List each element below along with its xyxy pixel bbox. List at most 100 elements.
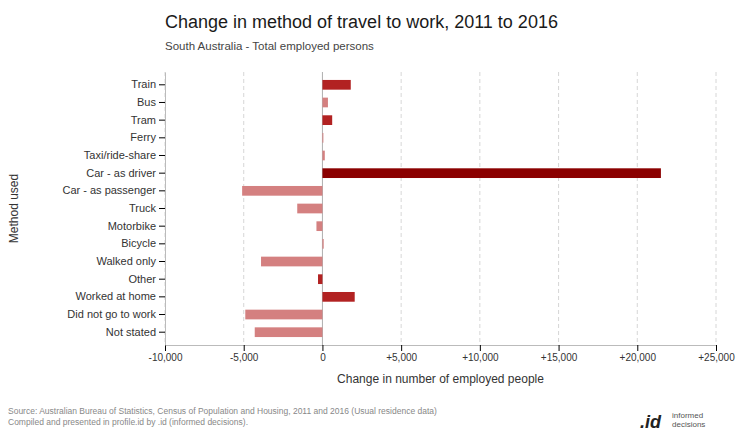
- y-tick: Motorbike: [108, 220, 165, 232]
- y-tick: Not stated: [106, 326, 165, 338]
- y-tick-mark: [159, 190, 165, 191]
- y-tick: Truck: [129, 202, 165, 214]
- x-tick: +15,000: [541, 345, 578, 363]
- bar: [322, 151, 324, 161]
- bar: [261, 257, 322, 267]
- y-axis-title: Method used: [7, 174, 21, 243]
- x-tick-label: -10,000: [149, 352, 183, 363]
- grid-line: [243, 72, 244, 345]
- bar: [322, 292, 354, 302]
- y-tick-mark: [159, 102, 165, 103]
- y-tick-label: Motorbike: [108, 220, 156, 232]
- bar: [322, 133, 324, 143]
- y-tick-mark: [159, 84, 165, 85]
- x-tick-label: +15,000: [541, 352, 578, 363]
- y-tick-label: Tram: [131, 114, 156, 126]
- x-tick: +25,000: [698, 345, 735, 363]
- y-tick-label: Train: [131, 78, 156, 90]
- bar: [242, 186, 322, 196]
- x-tick-mark: [559, 345, 560, 351]
- x-axis-line: [166, 346, 717, 352]
- y-tick-label: Did not go to work: [67, 308, 156, 320]
- bar: [322, 98, 328, 108]
- y-tick-label: Car - as driver: [86, 167, 156, 179]
- y-tick-mark: [159, 261, 165, 262]
- y-tick: Car - as driver: [86, 167, 165, 179]
- x-tick: +20,000: [620, 345, 657, 363]
- grid-line: [479, 72, 480, 345]
- y-tick-mark: [159, 155, 165, 156]
- grid: [165, 72, 716, 345]
- bar: [318, 274, 322, 284]
- x-tick: 0: [320, 345, 326, 363]
- y-tick: Other: [128, 273, 165, 285]
- y-tick-label: Ferry: [130, 131, 156, 143]
- y-tick-label: Truck: [129, 202, 157, 214]
- y-tick: Worked at home: [75, 290, 165, 302]
- x-tick-mark: [165, 345, 166, 351]
- y-tick: Bicycle: [121, 237, 165, 249]
- y-tick: Did not go to work: [67, 308, 165, 320]
- y-tick-label: Bus: [137, 96, 156, 108]
- bar: [322, 239, 323, 249]
- y-tick: Ferry: [130, 131, 165, 143]
- subtitle: South Australia - Total employed persons: [165, 40, 374, 52]
- x-tick: -10,000: [149, 345, 183, 363]
- y-tick-mark: [159, 296, 165, 297]
- x-tick-mark: [716, 345, 717, 351]
- y-tick-mark: [159, 226, 165, 227]
- y-axis-line: [165, 73, 166, 346]
- y-tick-mark: [159, 120, 165, 121]
- y-tick: Taxi/ride-share: [84, 149, 165, 161]
- x-tick-mark: [244, 345, 245, 351]
- y-tick-label: Walked only: [96, 255, 156, 267]
- x-tick-label: +5,000: [386, 352, 417, 363]
- y-tick-label: Worked at home: [75, 290, 156, 302]
- grid-line: [716, 72, 717, 345]
- bar: [245, 310, 322, 320]
- x-axis: -10,000 -5,000 0 +5,000 +10,000 +15,000 +20,00…: [149, 345, 736, 363]
- grid-line: [401, 72, 402, 345]
- y-tick-label: Other: [128, 273, 156, 285]
- grid-line: [637, 72, 638, 345]
- x-axis-title: Change in number of employed people: [337, 372, 544, 386]
- y-tick-label: Car - as passenger: [62, 184, 156, 196]
- x-tick: -5,000: [230, 345, 259, 363]
- y-tick-mark: [159, 208, 165, 209]
- x-tick-mark: [401, 345, 402, 351]
- y-tick-mark: [159, 137, 165, 138]
- x-tick-label: 0: [320, 352, 326, 363]
- y-tick-mark: [159, 173, 165, 174]
- bar: [322, 80, 350, 90]
- y-tick-mark: [159, 279, 165, 280]
- title: Change in method of travel to work, 2011…: [165, 12, 558, 32]
- y-tick-label: Taxi/ride-share: [84, 149, 156, 161]
- plot: -10,000 -5,000 0 +5,000 +10,000 +15,000 +20,00…: [62, 72, 735, 363]
- x-tick: +5,000: [386, 345, 417, 363]
- x-tick-label: +10,000: [462, 352, 499, 363]
- logo-tagline: informeddecisions: [672, 411, 705, 429]
- grid-line: [558, 72, 559, 345]
- bar: [255, 327, 323, 337]
- logo: .id: [640, 412, 662, 432]
- y-axis: Train Bus Tram Ferry Taxi/ride-share Car - as…: [62, 73, 165, 346]
- y-tick-mark: [159, 332, 165, 333]
- x-tick: +10,000: [462, 345, 499, 363]
- bar: [322, 115, 332, 125]
- y-tick: Walked only: [96, 255, 165, 267]
- x-tick-label: +25,000: [698, 352, 735, 363]
- y-tick-mark: [159, 314, 165, 315]
- x-tick-mark: [480, 345, 481, 351]
- x-tick-label: -5,000: [230, 352, 259, 363]
- source-note: Source: Australian Bureau of Statistics,…: [8, 406, 437, 427]
- bar: [322, 168, 660, 178]
- bar: [297, 204, 322, 214]
- y-tick-label: Bicycle: [121, 237, 156, 249]
- x-tick-mark: [322, 345, 323, 351]
- y-tick: Train: [131, 78, 165, 90]
- bar: [316, 221, 322, 231]
- y-tick-mark: [159, 243, 165, 244]
- x-tick-label: +20,000: [620, 352, 657, 363]
- chart: -10,000 -5,000 0 +5,000 +10,000 +15,000 +20,00…: [0, 0, 740, 440]
- y-tick: Car - as passenger: [62, 184, 165, 196]
